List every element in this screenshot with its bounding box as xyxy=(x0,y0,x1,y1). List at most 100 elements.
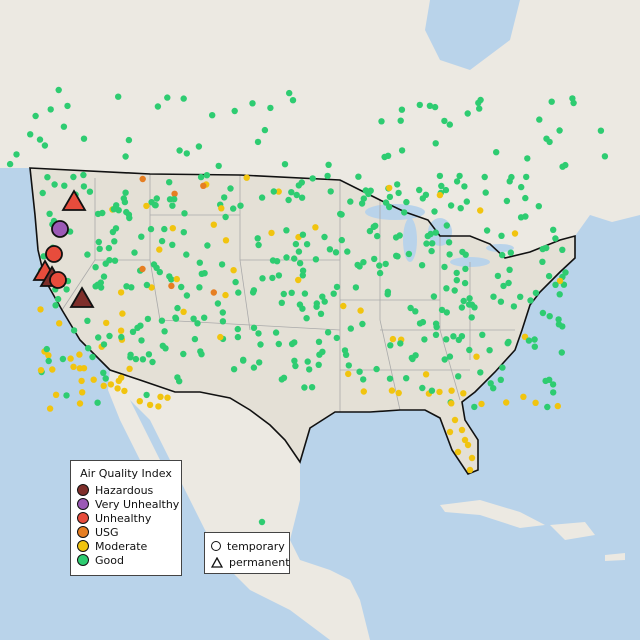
monitor-point xyxy=(191,335,199,343)
monitor-point xyxy=(180,350,187,358)
monitor-point xyxy=(443,222,450,229)
monitor-point xyxy=(505,338,512,346)
monitor-point xyxy=(157,393,164,400)
monitor-point xyxy=(466,346,473,354)
monitor-point xyxy=(446,121,453,128)
monitor-point xyxy=(499,251,506,259)
hazardous-permanent-site xyxy=(69,286,95,308)
monitor-point xyxy=(550,226,557,233)
monitor-point xyxy=(161,225,168,233)
monitor-point xyxy=(552,235,559,242)
monitor-point xyxy=(539,309,547,317)
monitor-point xyxy=(398,106,406,113)
monitor-point xyxy=(120,195,128,202)
monitor-point xyxy=(511,230,519,237)
monitor-point xyxy=(114,385,121,392)
legend-title: Air Quality Index xyxy=(80,467,172,480)
monitor-point xyxy=(115,207,122,214)
monitor-point xyxy=(110,206,118,213)
monitor-point xyxy=(47,106,54,113)
monitor-point xyxy=(112,225,120,232)
monitor-point xyxy=(321,233,328,241)
monitor-point xyxy=(292,362,299,370)
monitor-point xyxy=(376,269,384,277)
monitor-point xyxy=(382,199,390,206)
monitor-point xyxy=(345,370,352,378)
monitor-point xyxy=(218,205,225,212)
monitor-point xyxy=(132,355,140,363)
monitor-point xyxy=(203,172,211,179)
monitor-point xyxy=(454,448,462,456)
monitor-point xyxy=(176,147,183,154)
monitor-point xyxy=(338,211,345,218)
aqi-major-points xyxy=(32,189,95,308)
monitor-point xyxy=(143,391,150,399)
monitor-point xyxy=(158,317,166,324)
monitor-point xyxy=(46,405,54,412)
monitor-point xyxy=(443,336,450,343)
monitor-point xyxy=(95,238,103,246)
monitor-point xyxy=(127,354,134,361)
monitor-point xyxy=(147,225,155,233)
monitor-point xyxy=(405,250,413,258)
monitor-point xyxy=(148,284,155,291)
monitor-point xyxy=(183,292,191,299)
monitor-point xyxy=(158,237,166,245)
monitor-point xyxy=(357,307,364,314)
monitor-point xyxy=(52,391,60,398)
unhealthy-temporary-site xyxy=(49,271,67,289)
monitor-point xyxy=(344,248,351,255)
monitor-point xyxy=(463,198,470,205)
monitor-point xyxy=(100,382,107,389)
monitor-point xyxy=(6,160,14,168)
monitor-point xyxy=(548,98,555,105)
monitor-point xyxy=(169,225,176,232)
monitor-point xyxy=(243,174,250,181)
monitor-point xyxy=(424,232,431,240)
monitor-point xyxy=(96,245,103,252)
monitor-point xyxy=(325,161,332,168)
monitor-point xyxy=(64,102,71,110)
monitor-point xyxy=(106,332,113,340)
legend-label: Moderate xyxy=(95,539,148,553)
circle-icon xyxy=(211,541,221,551)
monitor-point xyxy=(152,202,159,209)
monitor-point xyxy=(63,392,70,399)
monitor-point xyxy=(423,240,430,247)
monitor-point xyxy=(250,364,258,371)
monitor-point xyxy=(443,309,450,316)
monitor-point xyxy=(176,378,183,385)
usg-swatch xyxy=(77,526,89,538)
monitor-point xyxy=(432,331,440,338)
monitor-point xyxy=(43,345,50,353)
monitor-point xyxy=(159,342,166,349)
monitor-point xyxy=(261,126,269,134)
monitor-point xyxy=(85,345,92,352)
monitor-point xyxy=(465,301,473,308)
moderate-swatch xyxy=(77,540,89,552)
monitor-point xyxy=(479,331,486,338)
monitor-point xyxy=(461,279,469,287)
monitor-point xyxy=(487,380,494,387)
monitor-point xyxy=(443,285,450,292)
monitor-point xyxy=(280,374,288,381)
legend-label: Hazardous xyxy=(95,483,154,497)
monitor-point xyxy=(426,102,434,110)
monitor-point xyxy=(517,293,524,300)
monitor-point xyxy=(552,281,559,288)
monitor-point xyxy=(139,265,146,273)
monitor-point xyxy=(503,399,510,406)
monitor-point xyxy=(460,297,467,305)
monitor-point xyxy=(259,275,266,282)
monitor-point xyxy=(70,173,77,181)
monitor-point xyxy=(471,304,478,311)
monitor-point xyxy=(76,365,84,372)
monitor-point xyxy=(295,248,303,255)
monitor-point xyxy=(345,362,352,369)
monitor-point xyxy=(384,152,392,159)
monitor-point xyxy=(468,454,476,462)
monitor-point xyxy=(275,188,282,195)
monitor-point xyxy=(201,314,208,321)
monitor-point xyxy=(115,377,123,385)
monitor-point xyxy=(477,96,484,104)
